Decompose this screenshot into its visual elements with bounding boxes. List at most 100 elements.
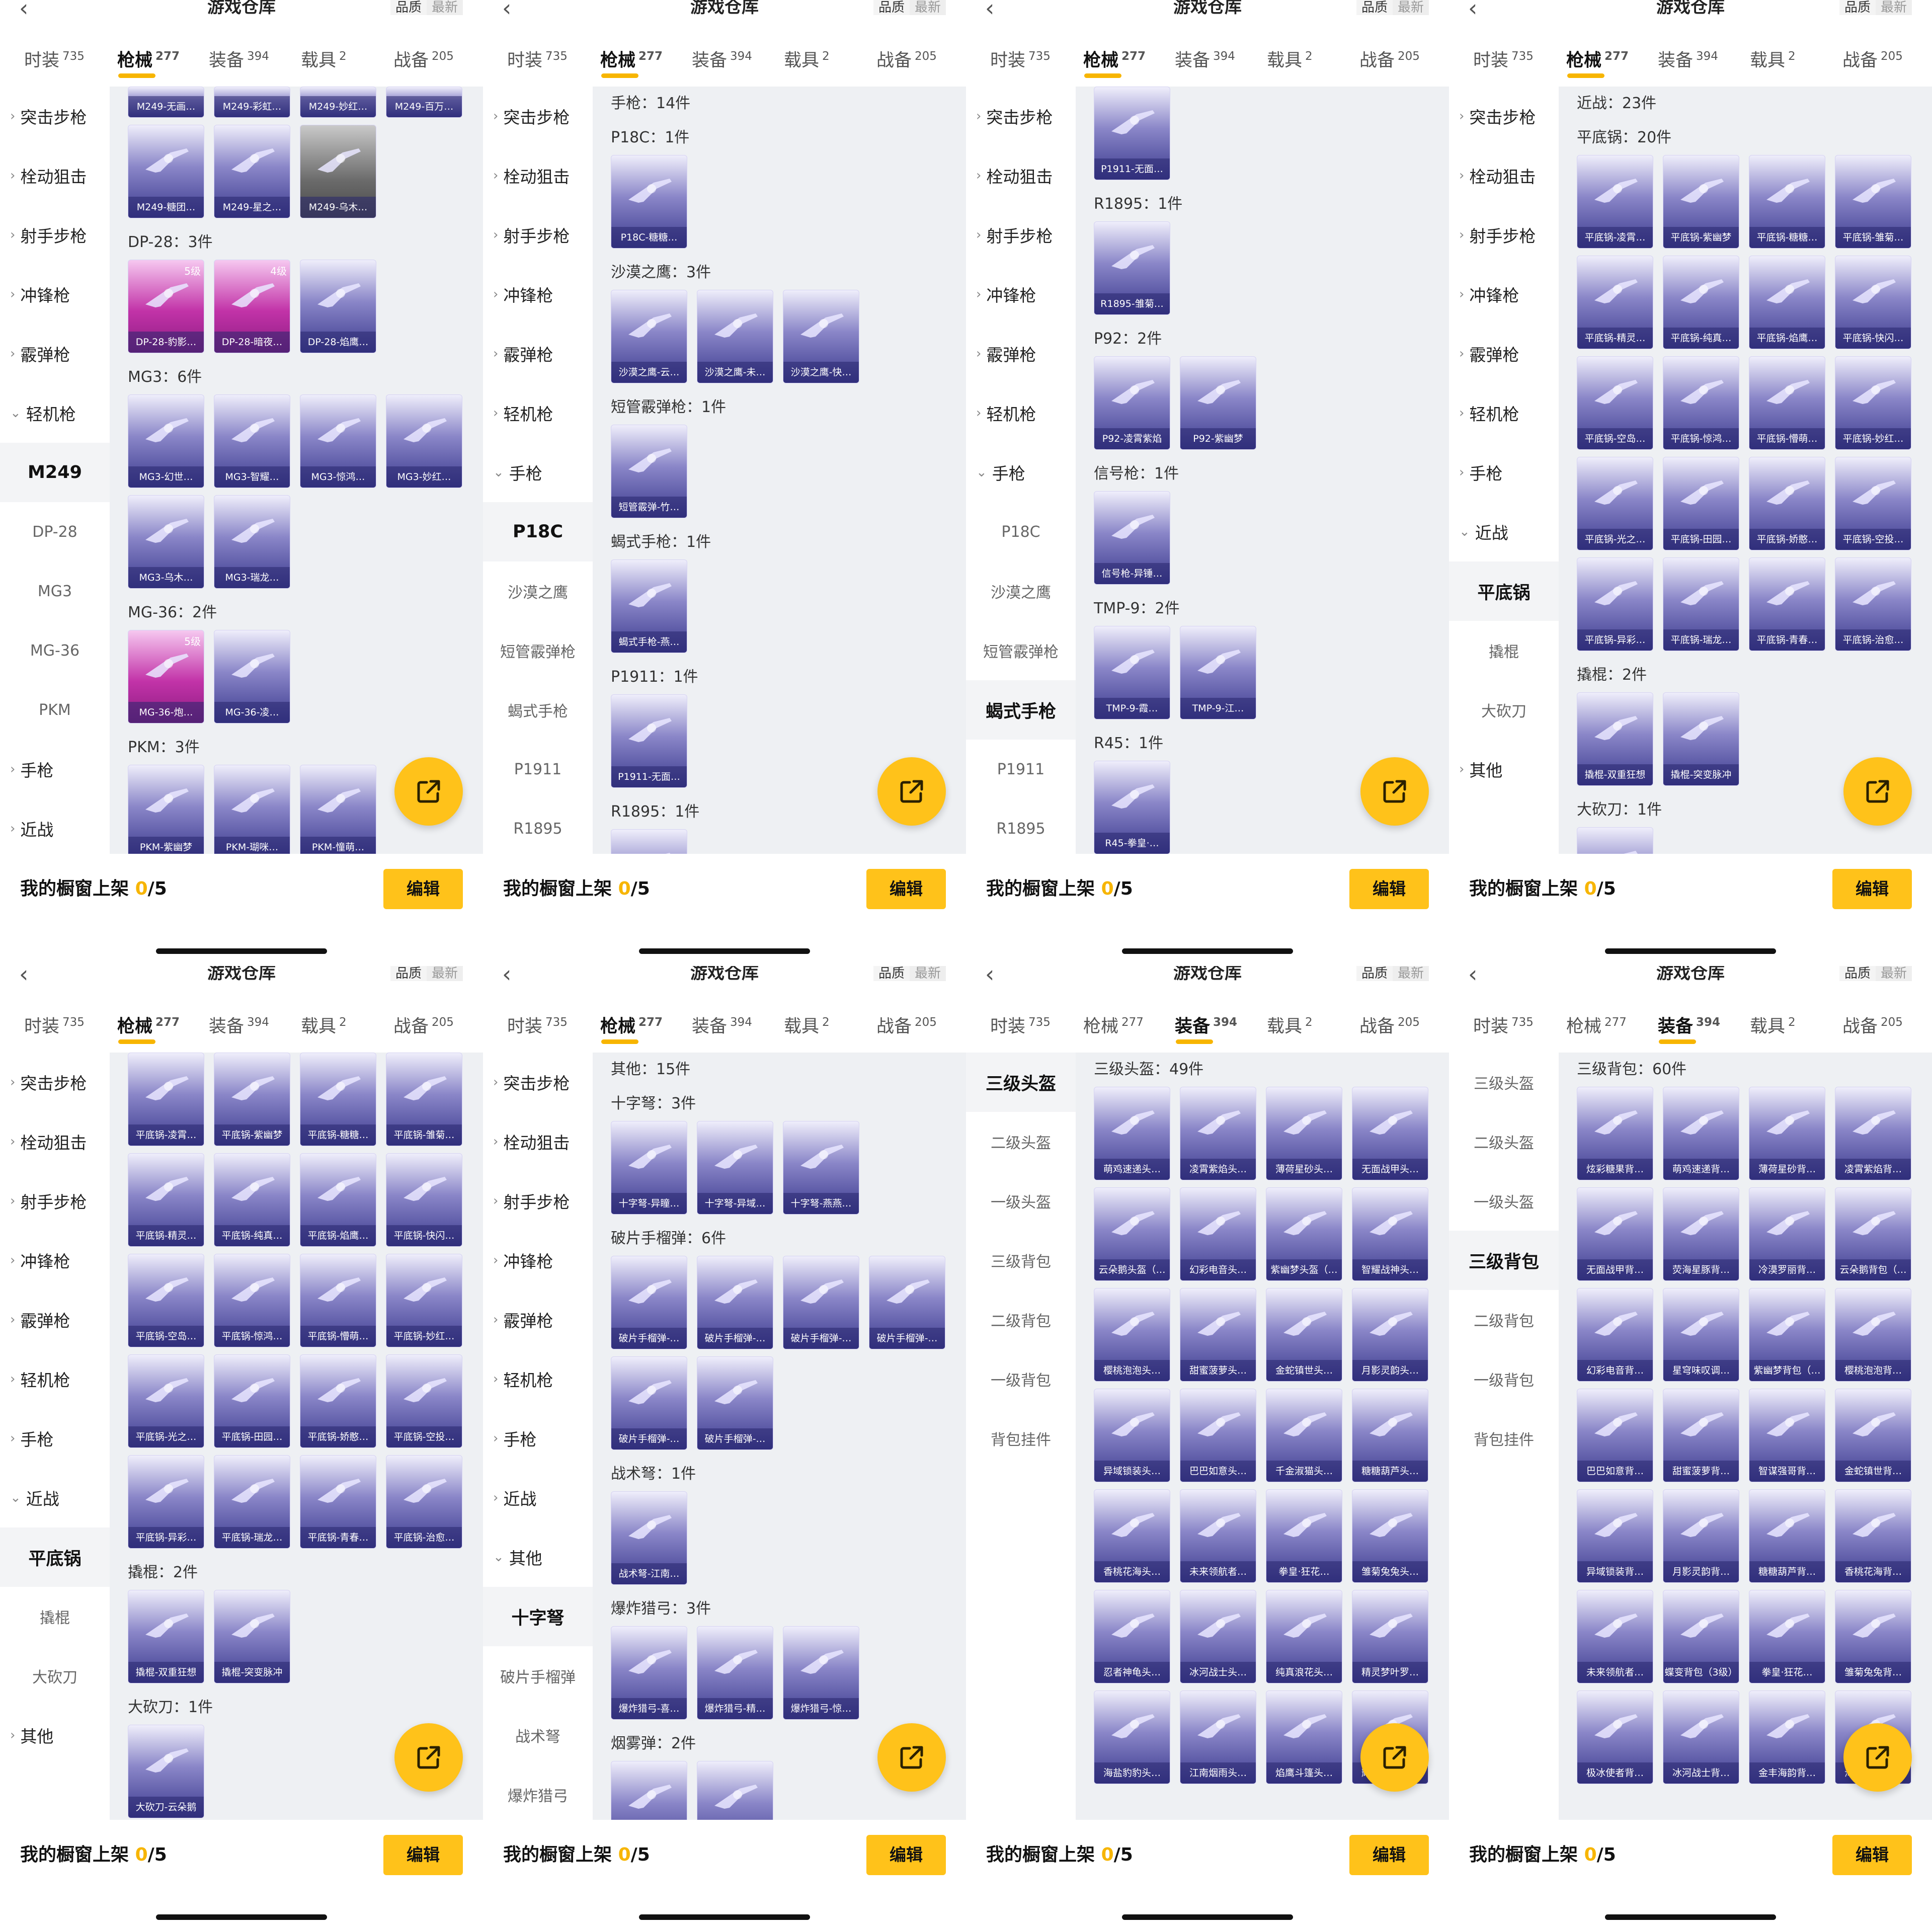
item-card[interactable]: 智耀战神头… — [1352, 1187, 1428, 1281]
item-card[interactable]: 巴巴如意头… — [1180, 1389, 1256, 1482]
item-card[interactable]: 平底锅-懵萌… — [300, 1254, 376, 1347]
item-card[interactable]: 智谋强哥背… — [1749, 1389, 1825, 1482]
sidebar-item[interactable]: 撬棍 — [1449, 621, 1559, 680]
sidebar-item[interactable]: ⌄ 近战 — [1449, 502, 1559, 561]
item-card[interactable]: 江南烟雨头… — [1180, 1691, 1256, 1784]
sidebar-item[interactable]: 二级背包 — [1449, 1290, 1559, 1349]
tab-3[interactable]: 载具 2 — [301, 41, 347, 76]
item-card[interactable]: 十字弩-燕燕… — [783, 1121, 859, 1215]
sidebar-item[interactable]: 三级头盔 — [966, 1053, 1076, 1112]
item-card[interactable]: 云朵鹅背包（… — [1835, 1187, 1911, 1281]
item-card[interactable]: 香桃花海背… — [1835, 1489, 1911, 1583]
sidebar-item[interactable]: › 突击步枪 — [0, 87, 110, 146]
sort-quality-button[interactable]: 品质 — [873, 0, 910, 15]
sidebar-item[interactable]: › 冲锋枪 — [483, 1231, 593, 1290]
item-card[interactable]: 精灵梦叶罗… — [1352, 1590, 1428, 1683]
tab-4[interactable]: 战备 205 — [1842, 41, 1903, 76]
sidebar-item[interactable]: R1895 — [966, 799, 1076, 854]
sidebar-item[interactable]: › 轻机枪 — [1449, 383, 1559, 443]
item-card[interactable]: 撬棍-突变脉冲 — [1663, 692, 1739, 786]
tab-2[interactable]: 装备 394 — [1658, 41, 1718, 76]
item-card[interactable]: 破片手榴弹-… — [697, 1256, 773, 1349]
item-card[interactable]: 平底锅-懵萌… — [1749, 356, 1825, 450]
sidebar-item[interactable]: › 栓动狙击 — [483, 1112, 593, 1171]
item-card[interactable]: 平底锅-快闪… — [1835, 256, 1911, 349]
sidebar-item[interactable]: › 突击步枪 — [483, 87, 593, 146]
sidebar-item[interactable]: 沙漠之鹰 — [483, 561, 593, 621]
item-card[interactable]: 巴巴如意背… — [1577, 1389, 1653, 1482]
item-card[interactable]: 拳皇·狂花… — [1266, 1489, 1342, 1583]
item-card[interactable]: 萌鸡速递背… — [1663, 1087, 1739, 1180]
tab-0[interactable]: 时装 735 — [990, 41, 1051, 76]
item-card[interactable]: 雏菊兔兔背… — [1835, 1590, 1911, 1683]
sidebar-item[interactable]: 大砍刀 — [0, 1646, 110, 1706]
sidebar-item[interactable]: › 射手步枪 — [0, 205, 110, 265]
sidebar-item[interactable]: › 射手步枪 — [0, 1171, 110, 1231]
sidebar-item[interactable]: › 近战 — [0, 799, 110, 854]
sidebar-item[interactable]: 一级头盔 — [966, 1171, 1076, 1231]
item-card[interactable]: 月影灵韵头… — [1352, 1288, 1428, 1382]
item-card[interactable]: 纯真浪花头… — [1266, 1590, 1342, 1683]
item-card[interactable]: 炫彩糖果背… — [1577, 1087, 1653, 1180]
item-card[interactable]: 平底锅-凌霄… — [128, 1053, 204, 1146]
item-card[interactable]: 平底锅-精灵… — [128, 1153, 204, 1247]
item-card[interactable]: 平底锅-异彩… — [1577, 557, 1653, 651]
sidebar-item[interactable]: ⌄ 手枪 — [966, 443, 1076, 502]
sidebar-item[interactable]: › 冲锋枪 — [966, 265, 1076, 324]
item-card[interactable]: 信号枪-异锤… — [1094, 491, 1170, 585]
item-card[interactable]: 平底锅-惊鸿… — [214, 1254, 290, 1347]
tab-4[interactable]: 战备 205 — [1842, 1007, 1903, 1042]
sidebar-item[interactable]: › 霰弹枪 — [0, 1290, 110, 1349]
item-card[interactable]: 樱桃泡泡背… — [1835, 1288, 1911, 1382]
sidebar-item[interactable]: 一级背包 — [1449, 1349, 1559, 1409]
item-card[interactable]: 幻彩电音头… — [1180, 1187, 1256, 1281]
item-card[interactable]: 冰河战士背… — [1663, 1691, 1739, 1784]
item-card[interactable]: M249-百万… — [386, 87, 462, 118]
item-card[interactable]: 沙漠之鹰-快… — [783, 290, 859, 383]
sidebar-item[interactable]: › 手枪 — [1449, 443, 1559, 502]
item-card[interactable]: 爆炸猎弓-喜… — [611, 1626, 687, 1720]
sidebar-item[interactable]: › 霰弹枪 — [1449, 324, 1559, 383]
sidebar-item[interactable]: › 射手步枪 — [483, 205, 593, 265]
item-card[interactable]: 平底锅-糖糖… — [300, 1053, 376, 1146]
tab-2[interactable]: 装备 394 — [209, 41, 269, 76]
sidebar-item[interactable]: 一级头盔 — [1449, 1171, 1559, 1231]
item-card[interactable]: 十字弩-异瞳… — [611, 1121, 687, 1215]
item-card[interactable]: 金蛇镇世背… — [1835, 1389, 1911, 1482]
item-card[interactable]: 平底锅-纯真… — [1663, 256, 1739, 349]
item-list[interactable]: 近战：23件 平底锅：20件 平底锅-凌霄… 平底锅-紫幽梦 平底锅-糖糖… 平底锅-雏菊… — [1559, 87, 1932, 854]
tab-1[interactable]: 枪械 277 — [117, 1007, 180, 1044]
item-card[interactable]: 撬棍-双重狂想 — [1577, 692, 1653, 786]
item-card[interactable]: 平底锅-异彩… — [128, 1455, 204, 1549]
item-card[interactable]: 平底锅-糖糖… — [1749, 155, 1825, 249]
sort-quality-button[interactable]: 品质 — [1839, 966, 1876, 981]
item-card[interactable]: 平底锅-治愈… — [1835, 557, 1911, 651]
edit-button[interactable]: 编辑 — [866, 1835, 946, 1875]
tab-0[interactable]: 时装 735 — [1473, 1007, 1534, 1042]
tab-1[interactable]: 枪械 277 — [117, 41, 180, 78]
item-card[interactable]: 平底锅-焰鹰… — [1749, 256, 1825, 349]
sidebar-item[interactable]: › 霰弹枪 — [483, 1290, 593, 1349]
item-card[interactable]: 蝎式手枪-燕… — [611, 559, 687, 653]
item-card[interactable]: MG3-瑞龙… — [214, 495, 290, 589]
sidebar-item[interactable]: 平底锅 — [1449, 561, 1559, 621]
sidebar-item[interactable]: 撬棍 — [0, 1587, 110, 1646]
item-card[interactable]: 平底锅-焰鹰… — [300, 1153, 376, 1247]
item-card[interactable]: 平底锅-妙红… — [386, 1254, 462, 1347]
sidebar-item[interactable]: 二级头盔 — [1449, 1112, 1559, 1171]
sidebar-item[interactable]: ⌄ 手枪 — [483, 443, 593, 502]
sort-quality-button[interactable]: 品质 — [390, 0, 427, 15]
sidebar-item[interactable]: › 手枪 — [483, 1409, 593, 1468]
item-card[interactable]: M249-糖团… — [128, 125, 204, 218]
edit-button[interactable]: 编辑 — [1349, 1835, 1429, 1875]
item-card[interactable]: 破片手榴弹-… — [783, 1256, 859, 1349]
item-card[interactable] — [1577, 827, 1653, 854]
item-card[interactable]: MG3-智耀… — [214, 394, 290, 488]
tab-1[interactable]: 枪械 277 — [1566, 41, 1629, 78]
item-card[interactable]: 平底锅-惊鸿… — [1663, 356, 1739, 450]
sidebar-item[interactable]: › 栓动狙击 — [483, 146, 593, 205]
sort-latest-button[interactable]: 最新 — [909, 0, 946, 15]
tab-4[interactable]: 战备 205 — [393, 1007, 454, 1042]
sort-latest-button[interactable]: 最新 — [1875, 966, 1912, 981]
item-card[interactable]: M249-无画… — [128, 87, 204, 118]
